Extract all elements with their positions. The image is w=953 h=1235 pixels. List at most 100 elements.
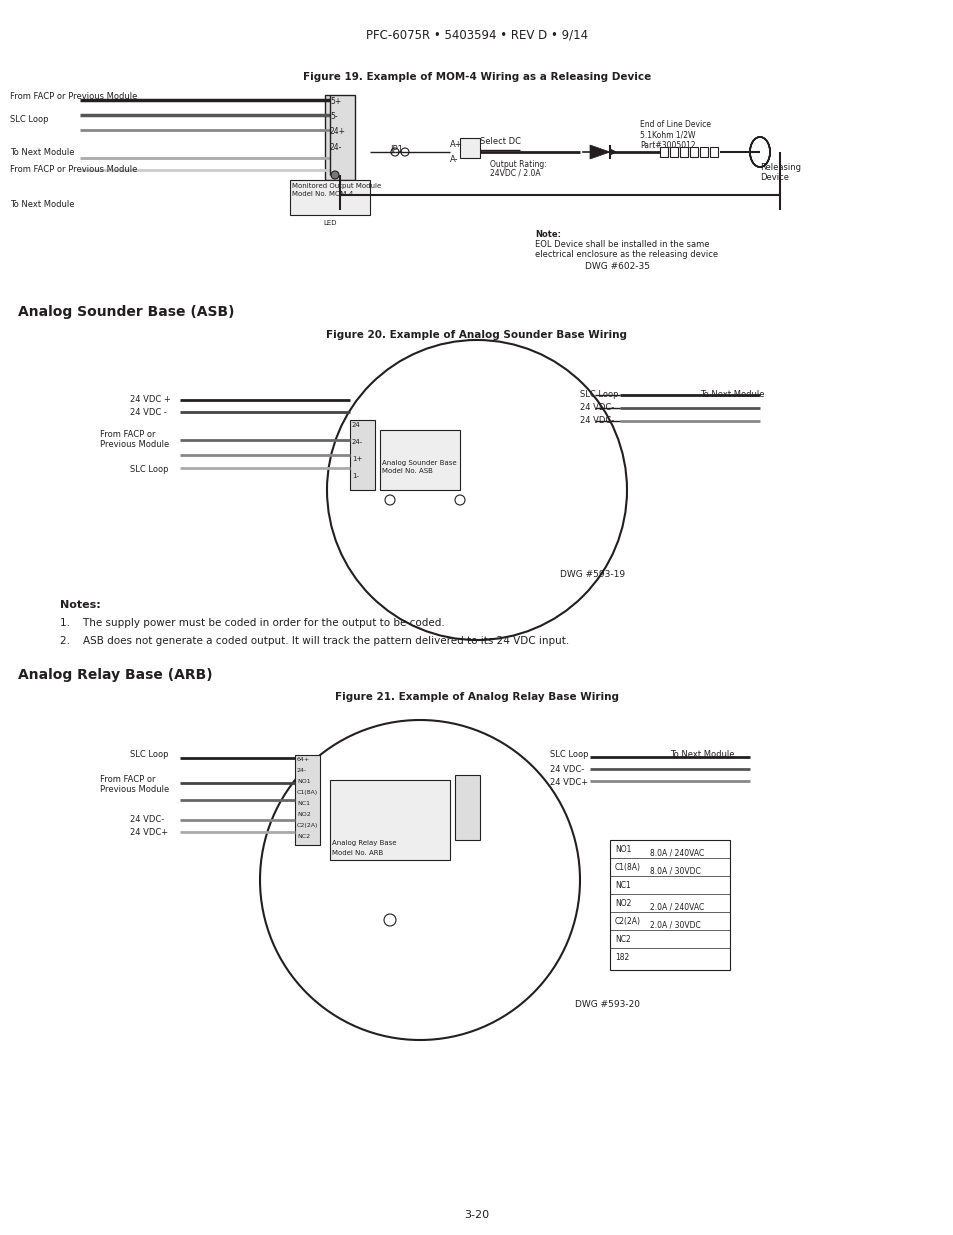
Bar	[679, 147, 687, 157]
Text: To Next Module: To Next Module	[669, 750, 734, 760]
Text: 8.0A / 240VAC: 8.0A / 240VAC	[649, 848, 703, 857]
Text: NC1: NC1	[296, 802, 310, 806]
Circle shape	[385, 495, 395, 505]
Bar	[325, 95, 355, 180]
Text: 24: 24	[352, 422, 360, 429]
Text: To Next Module: To Next Module	[700, 390, 763, 399]
Text: From FACP or Previous Module: From FACP or Previous Module	[10, 165, 137, 174]
Text: NC2: NC2	[296, 834, 310, 839]
Text: DWG #593-19: DWG #593-19	[559, 571, 624, 579]
Text: EOL Device shall be installed in the same: EOL Device shall be installed in the sam…	[535, 240, 709, 249]
Text: From FACP or
Previous Module: From FACP or Previous Module	[100, 776, 169, 794]
Text: Analog Sounder Base: Analog Sounder Base	[381, 459, 456, 466]
Text: SLC Loop: SLC Loop	[550, 750, 588, 760]
Bar	[659, 147, 667, 157]
Text: NC2: NC2	[615, 935, 630, 944]
Bar	[294, 755, 319, 845]
Text: 2.0A / 240VAC: 2.0A / 240VAC	[649, 902, 703, 911]
Text: End of Line Device
5.1Kohm 1/2W
Part#3005012: End of Line Device 5.1Kohm 1/2W Part#300…	[639, 120, 710, 149]
Text: 182: 182	[615, 953, 629, 962]
Text: Model No. MOM-4: Model No. MOM-4	[292, 191, 353, 198]
Text: SLC Loop: SLC Loop	[130, 750, 169, 760]
Text: electrical enclosure as the releasing device: electrical enclosure as the releasing de…	[535, 249, 718, 259]
Bar	[350, 420, 375, 490]
Text: SLC Loop: SLC Loop	[579, 390, 618, 399]
Text: 3-20: 3-20	[464, 1210, 489, 1220]
Text: 24-: 24-	[296, 768, 307, 773]
Text: 1.    The supply power must be coded in order for the output to be coded.: 1. The supply power must be coded in ord…	[60, 618, 444, 629]
Text: 24 VDC-: 24 VDC-	[579, 416, 614, 425]
Text: 1-: 1-	[352, 473, 358, 479]
Text: NO2: NO2	[615, 899, 631, 908]
Bar	[700, 147, 707, 157]
Text: 24 VDC+: 24 VDC+	[550, 778, 587, 787]
Text: DWG #593-20: DWG #593-20	[575, 1000, 639, 1009]
Text: 24 VDC -: 24 VDC -	[130, 408, 167, 417]
Text: NO1: NO1	[615, 845, 631, 853]
Text: 1+: 1+	[352, 456, 362, 462]
Bar	[455, 776, 479, 840]
Text: C2(2A): C2(2A)	[296, 823, 318, 827]
Circle shape	[384, 914, 395, 926]
Text: 24 VDC-: 24 VDC-	[130, 815, 164, 824]
Text: From FACP or Previous Module: From FACP or Previous Module	[10, 91, 137, 101]
Text: 2.    ASB does not generate a coded output. It will track the pattern delivered : 2. ASB does not generate a coded output.…	[60, 636, 569, 646]
Circle shape	[331, 170, 338, 179]
Text: DWG #602-35: DWG #602-35	[584, 262, 649, 270]
Text: A+: A+	[450, 140, 462, 149]
Text: 24-: 24-	[352, 438, 363, 445]
Text: 24-: 24-	[330, 143, 342, 152]
Text: 24 VDC+: 24 VDC+	[130, 827, 168, 837]
Text: From FACP or
Previous Module: From FACP or Previous Module	[100, 430, 169, 450]
Text: A-: A-	[450, 156, 458, 164]
Text: To Next Module: To Next Module	[10, 200, 74, 209]
Circle shape	[327, 340, 626, 640]
Text: Monitored Output Module: Monitored Output Module	[292, 183, 381, 189]
Bar	[669, 147, 678, 157]
Text: NO2: NO2	[296, 811, 311, 818]
Text: Output Rating:: Output Rating:	[490, 161, 546, 169]
Bar	[379, 430, 459, 490]
Text: Notes:: Notes:	[60, 600, 101, 610]
Bar	[609, 840, 729, 969]
Text: To Next Module: To Next Module	[10, 148, 74, 157]
Text: LED: LED	[323, 220, 336, 226]
Circle shape	[260, 720, 579, 1040]
Text: Figure 19. Example of MOM-4 Wiring as a Releasing Device: Figure 19. Example of MOM-4 Wiring as a …	[302, 72, 651, 82]
Text: 24 VDC-: 24 VDC-	[550, 764, 583, 774]
Bar	[689, 147, 698, 157]
Text: C2(2A): C2(2A)	[615, 918, 640, 926]
Text: 8.0A / 30VDC: 8.0A / 30VDC	[649, 866, 700, 876]
Circle shape	[391, 148, 398, 156]
Text: Analog Relay Base: Analog Relay Base	[332, 840, 396, 846]
Bar	[290, 180, 370, 215]
Bar	[709, 147, 718, 157]
Bar	[459, 138, 479, 158]
Text: C1(8A): C1(8A)	[615, 863, 640, 872]
Text: SLC Loop: SLC Loop	[130, 466, 169, 474]
Text: C1(8A): C1(8A)	[296, 790, 317, 795]
Text: Model No. ARB: Model No. ARB	[332, 850, 383, 856]
Text: Note:: Note:	[535, 230, 560, 240]
Text: Model No. ASB: Model No. ASB	[381, 468, 433, 474]
Text: JP1: JP1	[390, 144, 402, 154]
Text: 24VDC / 2.0A: 24VDC / 2.0A	[490, 168, 540, 177]
Text: Figure 21. Example of Analog Relay Base Wiring: Figure 21. Example of Analog Relay Base …	[335, 692, 618, 701]
Text: 24 VDC +: 24 VDC +	[130, 395, 171, 404]
Text: 24 VDC-: 24 VDC-	[579, 403, 614, 412]
Text: 2.0A / 30VDC: 2.0A / 30VDC	[649, 920, 700, 929]
Text: Releasing
Device: Releasing Device	[760, 163, 801, 183]
Polygon shape	[589, 144, 609, 159]
Text: SLC Loop: SLC Loop	[10, 115, 49, 124]
Text: Analog Relay Base (ARB): Analog Relay Base (ARB)	[18, 668, 213, 682]
Text: Analog Sounder Base (ASB): Analog Sounder Base (ASB)	[18, 305, 234, 319]
Text: Select DC: Select DC	[479, 137, 520, 146]
Circle shape	[455, 495, 464, 505]
Text: 64+: 64+	[296, 757, 310, 762]
Text: NC1: NC1	[615, 881, 630, 890]
Text: 24+: 24+	[330, 127, 346, 136]
Circle shape	[400, 148, 409, 156]
Text: PFC-6075R • 5403594 • REV D • 9/14: PFC-6075R • 5403594 • REV D • 9/14	[366, 28, 587, 41]
Text: NO1: NO1	[296, 779, 311, 784]
Bar	[330, 781, 450, 860]
